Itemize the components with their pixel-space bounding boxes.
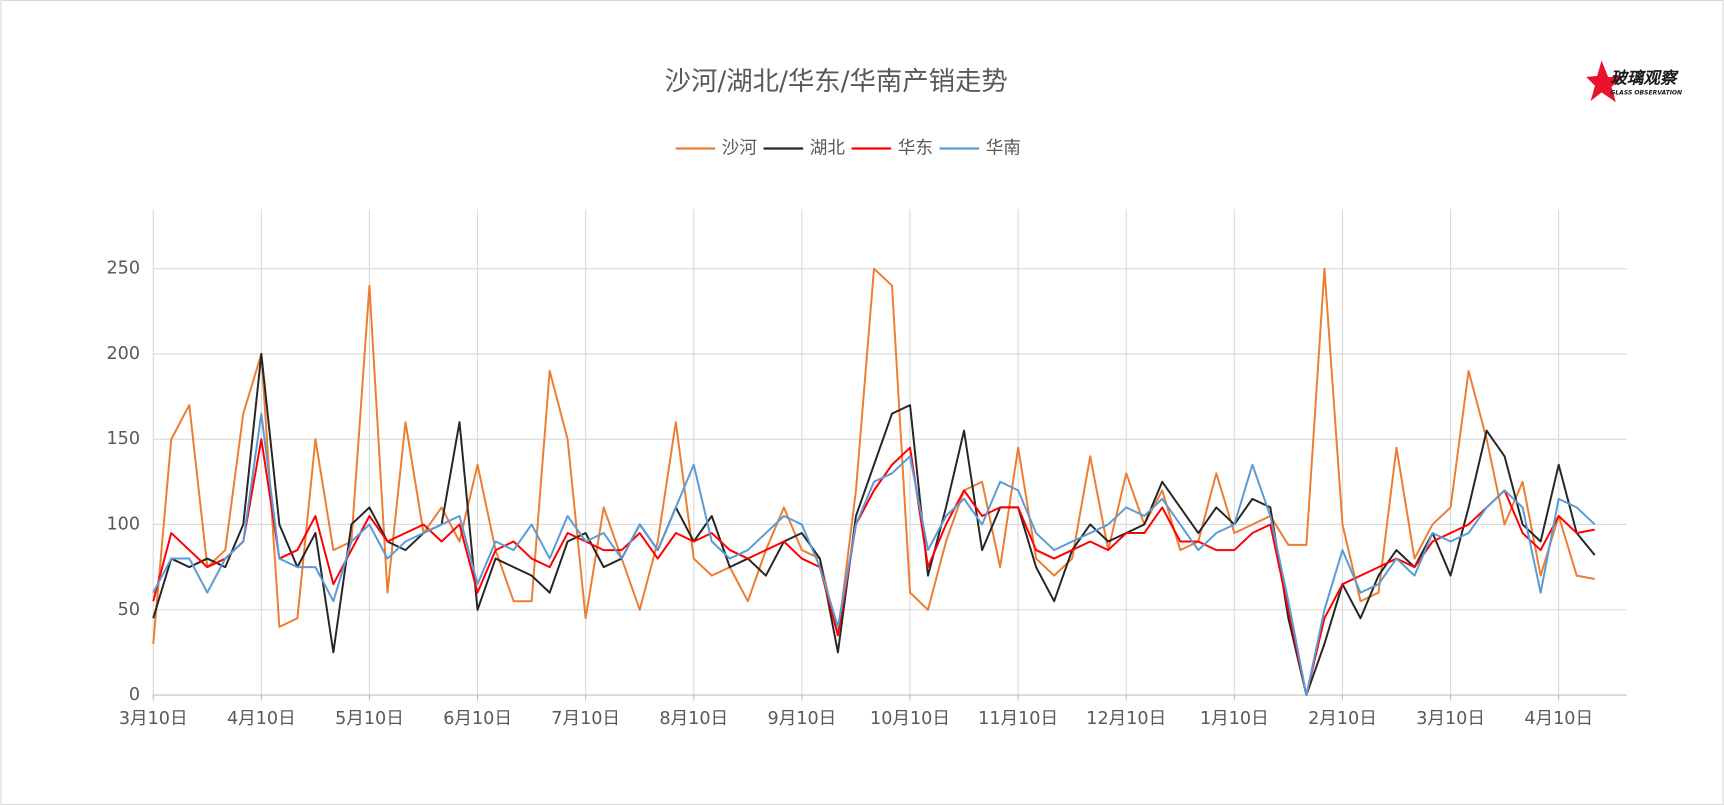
logo: 玻璃观察 GLASS OBSERVATION (1586, 60, 1682, 103)
x-tick-label: 1月10日 (1200, 709, 1269, 729)
x-tick-label: 10月10日 (870, 709, 950, 729)
x-tick-label: 2月10日 (1308, 709, 1377, 729)
x-tick-label: 11月10日 (978, 709, 1058, 729)
y-tick-label: 50 (118, 600, 140, 620)
x-tick-label: 12月10日 (1086, 709, 1166, 729)
y-tick-label: 0 (129, 685, 140, 705)
y-tick-label: 100 (106, 514, 140, 534)
series-line (152, 412, 1596, 697)
x-tick-label: 3月10日 (1416, 709, 1485, 729)
x-tick-label: 8月10日 (659, 709, 728, 729)
legend-label: 华东 (898, 138, 933, 158)
series-line (152, 267, 1595, 644)
legend-label: 湖北 (810, 138, 846, 158)
y-tick-label: 250 (106, 259, 140, 279)
logo-star (1586, 60, 1624, 103)
x-tick-label: 6月10日 (443, 709, 512, 729)
x-tick-label: 3月10日 (119, 709, 188, 729)
x-tick-label: 7月10日 (551, 709, 620, 729)
x-tick-label: 4月10日 (1524, 709, 1593, 729)
y-tick-label: 150 (106, 429, 140, 449)
x-tick-label: 4月10日 (227, 709, 296, 729)
legend-label: 华南 (986, 138, 1021, 158)
x-tick-label: 9月10日 (768, 709, 837, 729)
y-tick-label: 200 (106, 344, 140, 364)
legend-label: 沙河 (722, 138, 757, 158)
logo-subtitle: GLASS OBSERVATION (1610, 89, 1682, 96)
logo-name: 玻璃观察 (1610, 69, 1678, 88)
x-tick-label: 5月10日 (335, 709, 404, 729)
chart-title: 沙河/湖北/华东/华南产销走势 (665, 67, 1008, 97)
series-line (152, 352, 1596, 697)
